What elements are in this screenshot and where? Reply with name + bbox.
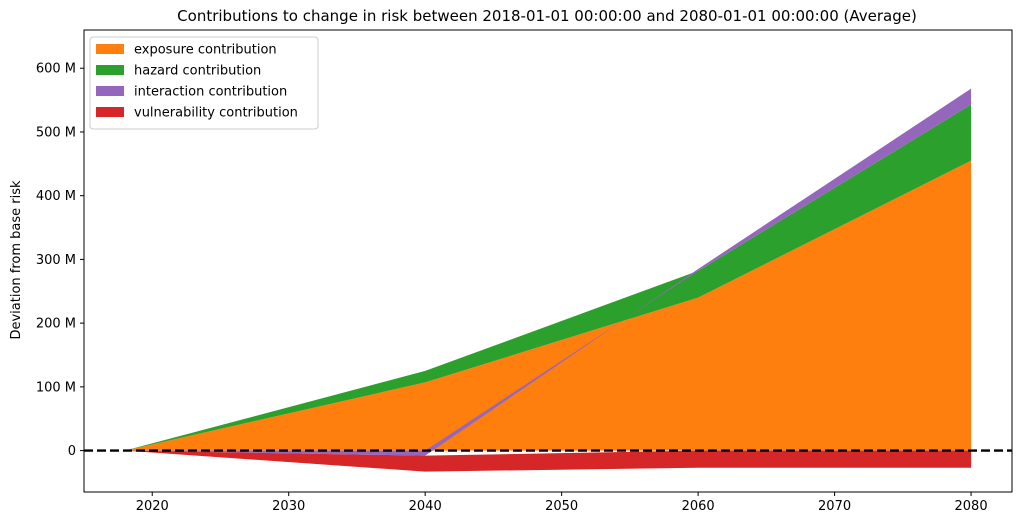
y-tick-label: 300 M xyxy=(36,253,76,268)
x-tick-label: 2070 xyxy=(818,499,851,514)
area-vulnerability-contribution xyxy=(124,450,972,472)
legend-swatch xyxy=(96,44,124,54)
legend-label: interaction contribution xyxy=(134,85,287,100)
y-tick-label: 200 M xyxy=(36,317,76,332)
axes-layer xyxy=(83,29,1013,493)
x-tick-label: 2040 xyxy=(409,499,442,514)
y-axis-label: Deviation from base risk xyxy=(9,180,24,340)
legend-swatch xyxy=(96,86,124,96)
x-tick-label: 2020 xyxy=(136,499,169,514)
x-tick-label: 2050 xyxy=(545,499,578,514)
y-tick-label: 0 xyxy=(68,444,76,459)
legend-label: vulnerability contribution xyxy=(134,106,298,121)
legend-swatch xyxy=(96,107,124,117)
chart-title: Contributions to change in risk between … xyxy=(177,7,917,25)
x-tick-label: 2030 xyxy=(272,499,305,514)
y-tick-label: 400 M xyxy=(36,189,76,204)
areas-layer xyxy=(124,88,972,472)
plot-frame xyxy=(83,29,1013,493)
y-tick-label: 100 M xyxy=(36,380,76,395)
area-exposure-contribution xyxy=(124,160,972,451)
ticks-layer: 2020 2030 2040 2050 2060 2070 2080 0 100 M 200 M 3… xyxy=(36,62,988,514)
y-tick-label: 600 M xyxy=(36,62,76,77)
legend-label: hazard contribution xyxy=(134,64,261,79)
y-tick-label: 500 M xyxy=(36,125,76,140)
legend-swatch xyxy=(96,65,124,75)
x-tick-label: 2060 xyxy=(682,499,715,514)
legend: exposure contribution hazard contribution… xyxy=(89,36,319,130)
x-tick-label: 2080 xyxy=(955,499,988,514)
legend-box xyxy=(89,36,319,130)
legend-label: exposure contribution xyxy=(134,43,277,58)
